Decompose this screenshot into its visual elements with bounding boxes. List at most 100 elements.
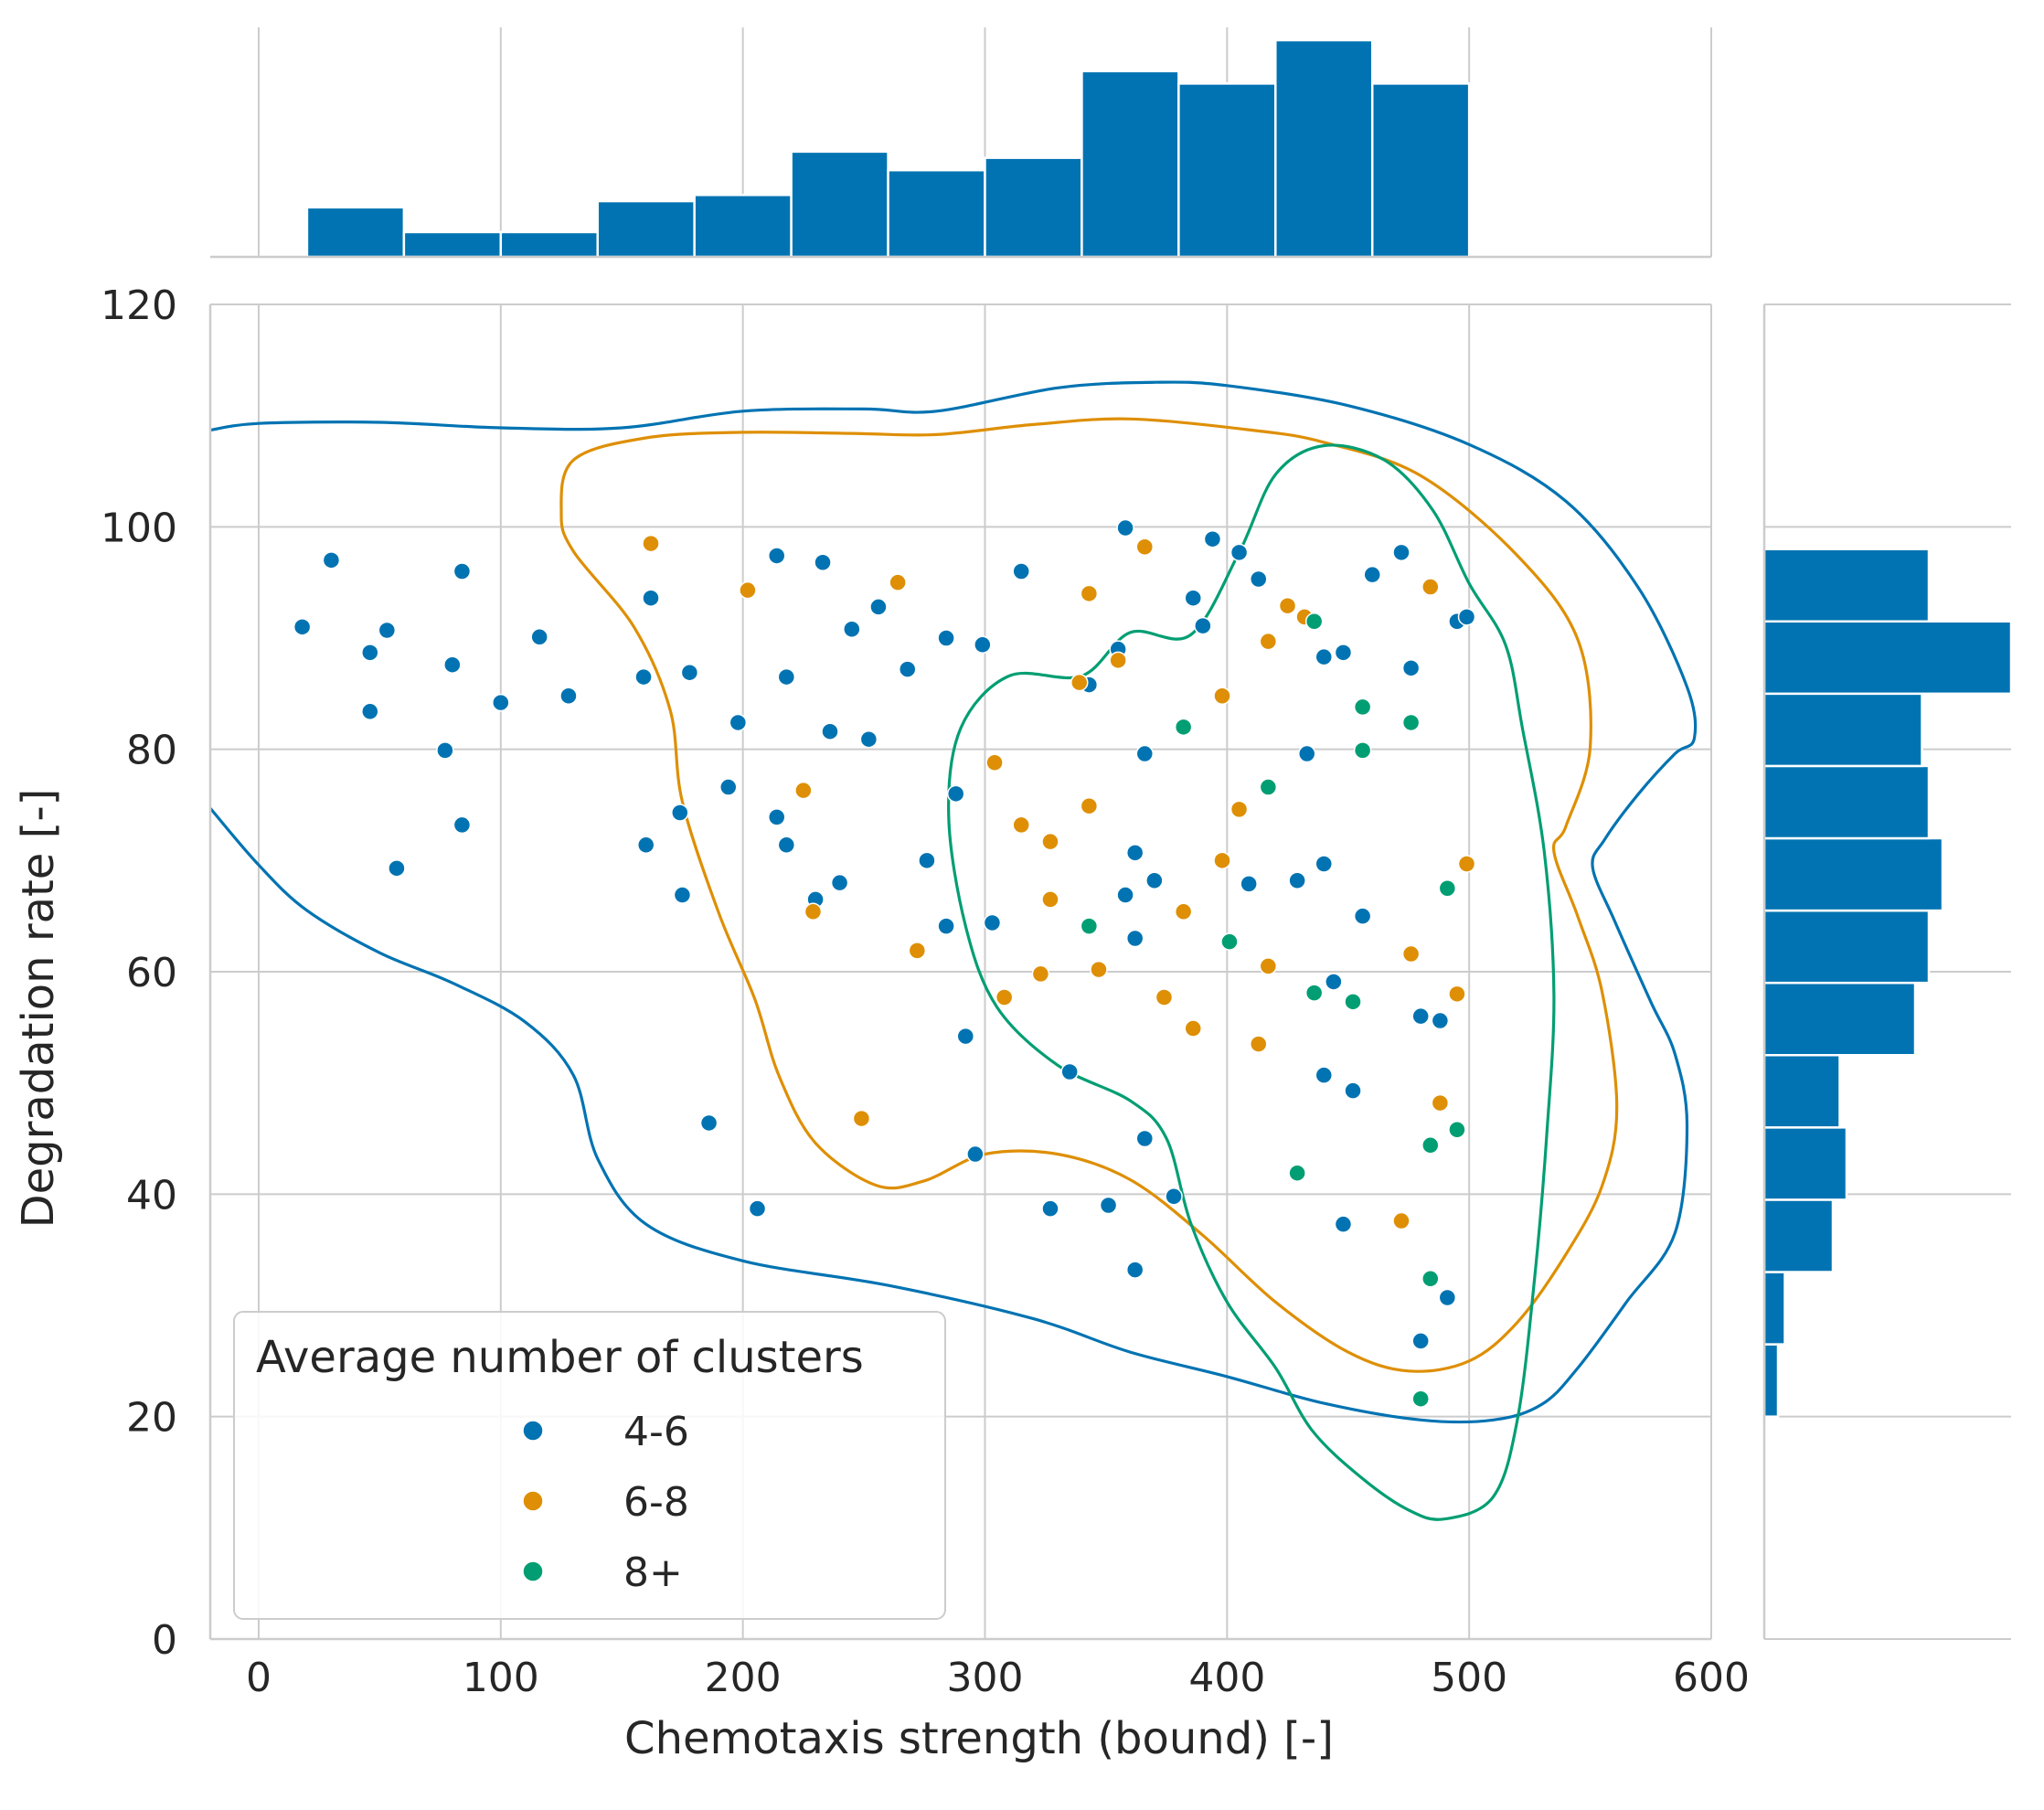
- y-tick-labels: 0 20 40 60 80 100 120: [101, 282, 177, 1664]
- data-point-4-6: [946, 784, 965, 804]
- data-point-6-8: [1278, 596, 1297, 615]
- x-tick-label: 600: [1673, 1655, 1750, 1701]
- data-point-4-6: [1250, 570, 1268, 589]
- data-point-4-6: [642, 589, 660, 607]
- y-tick-label: 80: [126, 728, 177, 774]
- x-tick-label: 0: [246, 1655, 271, 1701]
- data-point-4-6: [777, 667, 796, 687]
- data-point-4-6: [530, 628, 548, 646]
- data-point-8+: [1304, 612, 1324, 631]
- data-point-4-6: [830, 873, 849, 892]
- main-spines: [208, 304, 1711, 1641]
- data-point-4-6: [559, 687, 578, 706]
- data-point-6-8: [1457, 855, 1476, 873]
- data-point-4-6: [1334, 644, 1353, 662]
- data-point-6-8: [1012, 815, 1030, 835]
- data-point-4-6: [634, 667, 653, 687]
- top-histogram-bar: [1370, 82, 1471, 259]
- top-histogram-bar: [790, 150, 889, 259]
- top-histogram-bar: [984, 156, 1083, 259]
- data-point-6-8: [1392, 1211, 1411, 1230]
- data-point-4-6: [1392, 543, 1411, 562]
- data-point-6-8: [1031, 964, 1050, 984]
- data-point-6-8: [1401, 944, 1421, 964]
- kde-contour-4-6: [208, 380, 1698, 1424]
- data-point-4-6: [1116, 518, 1134, 538]
- data-point-8+: [1411, 1389, 1430, 1408]
- data-point-4-6: [1363, 565, 1381, 584]
- data-point-4-6: [1012, 562, 1030, 580]
- data-point-4-6: [869, 598, 888, 616]
- legend: Average number of clusters 4-6 6-8 8+: [233, 1311, 946, 1620]
- legend-title: Average number of clusters: [256, 1332, 864, 1383]
- data-point-6-8: [1090, 960, 1108, 979]
- data-point-6-8: [794, 781, 813, 800]
- data-point-6-8: [1184, 1019, 1202, 1038]
- data-point-6-8: [1230, 800, 1249, 819]
- x-tick-label: 400: [1188, 1655, 1265, 1701]
- top-histogram-bar: [1081, 69, 1180, 259]
- data-point-4-6: [1125, 929, 1144, 948]
- data-point-8+: [1448, 1121, 1466, 1139]
- right-histogram-bar: [1762, 909, 1931, 985]
- top-histogram-bar: [693, 194, 793, 259]
- top-histogram-bar: [887, 168, 986, 259]
- data-point-6-8: [1155, 988, 1174, 1006]
- data-point-6-8: [1080, 584, 1099, 603]
- data-point-4-6: [729, 713, 748, 732]
- data-point-4-6: [1165, 1187, 1183, 1206]
- data-point-4-6: [1297, 744, 1316, 763]
- data-point-4-6: [388, 859, 406, 878]
- data-point-8+: [1288, 1164, 1306, 1182]
- data-point-4-6: [1135, 744, 1155, 763]
- data-point-8+: [1259, 778, 1278, 796]
- data-point-4-6: [966, 1145, 985, 1164]
- data-point-4-6: [699, 1113, 719, 1133]
- data-point-8+: [1304, 984, 1324, 1002]
- data-point-6-8: [1448, 985, 1466, 1004]
- data-point-6-8: [985, 753, 1004, 772]
- kde-contour-6-8: [559, 417, 1619, 1373]
- data-point-4-6: [1125, 844, 1144, 862]
- data-point-4-6: [1203, 529, 1222, 548]
- x-tick-label: 200: [705, 1655, 782, 1701]
- data-point-6-8: [995, 988, 1014, 1006]
- data-point-6-8: [1109, 651, 1127, 670]
- data-point-4-6: [767, 547, 786, 565]
- y-tick-label: 20: [126, 1395, 177, 1442]
- data-point-4-6: [436, 741, 454, 760]
- data-point-4-6: [1334, 1215, 1353, 1233]
- data-point-4-6: [898, 660, 917, 678]
- data-point-4-6: [1401, 659, 1421, 677]
- data-point-4-6: [671, 804, 689, 822]
- right-histogram-bar: [1762, 692, 1923, 768]
- legend-marker-6-8: [522, 1490, 544, 1512]
- kde-contours: [208, 380, 1698, 1521]
- data-point-8+: [1353, 697, 1372, 717]
- data-point-4-6: [492, 693, 510, 712]
- data-point-6-8: [1041, 890, 1059, 909]
- data-point-4-6: [1353, 907, 1372, 925]
- data-point-6-8: [1070, 673, 1089, 692]
- data-point-6-8: [1041, 832, 1059, 851]
- data-point-4-6: [1344, 1081, 1362, 1100]
- top-histogram-bar: [596, 199, 696, 259]
- x-axis-title: Chemotaxis strength (bound) [-]: [624, 1713, 1334, 1764]
- right-histogram-bar: [1762, 836, 1944, 912]
- y-tick-label: 60: [126, 950, 177, 996]
- top-histogram-bar: [1177, 82, 1277, 259]
- data-point-8+: [1421, 1270, 1440, 1288]
- top-histogram-bars: [305, 38, 1471, 259]
- right-histogram-bar: [1762, 1271, 1786, 1346]
- data-point-4-6: [1184, 589, 1202, 607]
- data-point-4-6: [1230, 543, 1249, 562]
- y-tick-label: 120: [101, 282, 177, 329]
- y-axis-title: Degradation rate [-]: [13, 789, 64, 1229]
- data-point-4-6: [361, 644, 379, 662]
- right-histogram-bar: [1762, 764, 1931, 840]
- data-point-4-6: [1041, 1199, 1059, 1218]
- main-grid: [210, 303, 1712, 1640]
- data-point-4-6: [1325, 973, 1343, 991]
- data-point-4-6: [293, 618, 312, 636]
